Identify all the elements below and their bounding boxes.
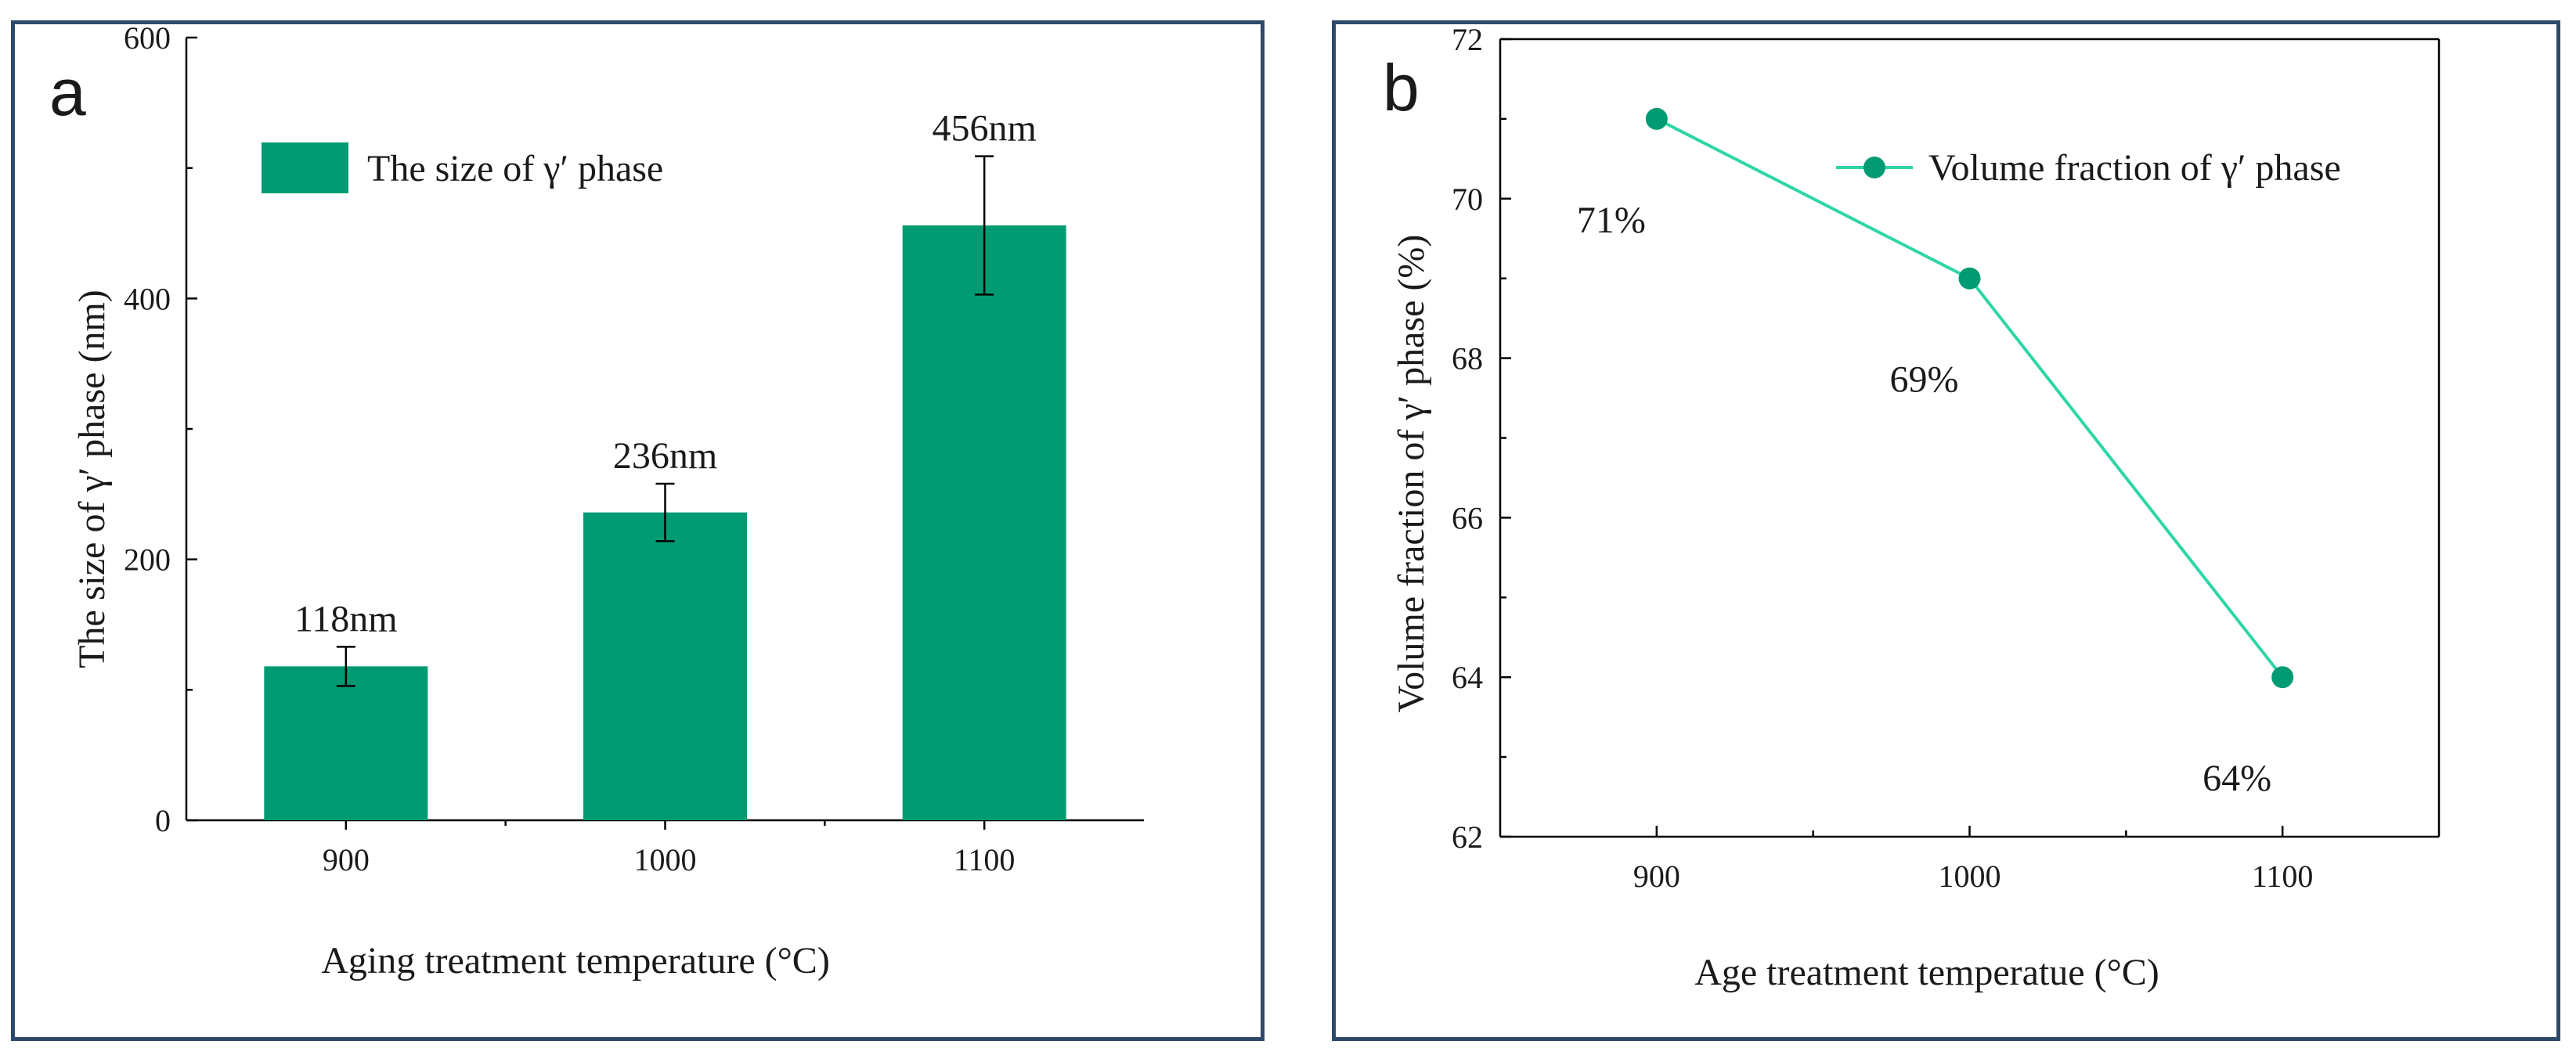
data-labels: 118nm 236nm 456nm <box>294 108 1037 640</box>
bars <box>264 225 1066 820</box>
x-tick-label: 900 <box>1633 859 1680 894</box>
y-tick-label: 68 <box>1452 341 1483 376</box>
data-labels: 71% 69% 64% <box>1577 200 2271 799</box>
error-bars <box>336 155 994 687</box>
tick-labels: 62 64 66 68 70 72 900 1000 1100 <box>1452 22 2313 894</box>
x-tick-label: 1000 <box>634 842 697 877</box>
bar <box>902 225 1066 820</box>
y-tick-label: 200 <box>124 542 171 578</box>
y-tick-label: 72 <box>1452 22 1483 57</box>
axes <box>1499 38 2441 838</box>
x-tick-label: 1000 <box>1939 859 2001 894</box>
data-label: 236nm <box>613 435 717 477</box>
series-line <box>1655 117 2284 679</box>
panel-label: b <box>1383 51 1420 124</box>
y-axis-label: Volume fraction of γ′ phase (%) <box>1391 235 1432 713</box>
legend-swatch <box>262 142 348 193</box>
chart-panel-b: b 71% 69% 64% 62 64 66 68 70 72 900 1000 1100 Volu… <box>1332 20 2560 1041</box>
legend-marker <box>1863 157 1885 178</box>
bar <box>264 666 428 820</box>
data-points <box>1645 107 2294 689</box>
bar <box>583 512 747 820</box>
y-tick-label: 70 <box>1452 182 1483 217</box>
y-tick-label: 0 <box>155 803 171 838</box>
x-tick-label: 1100 <box>2252 859 2314 894</box>
legend-label: Volume fraction of γ′ phase <box>1928 147 2341 189</box>
data-point <box>1958 267 1981 290</box>
x-axis-label: Age treatment temperatue (°C) <box>1694 952 2159 993</box>
y-tick-label: 64 <box>1452 660 1483 695</box>
legend-label: The size of γ′ phase <box>367 148 663 189</box>
y-tick-label: 400 <box>124 281 171 316</box>
data-label: 71% <box>1577 200 1646 241</box>
data-label: 118nm <box>294 598 398 639</box>
y-tick-label: 62 <box>1452 819 1483 855</box>
chart-panel-a: a 118nm 236nm 456nm 0 200 400 600 900 1000 1100 … <box>11 20 1265 1041</box>
y-tick-label: 66 <box>1452 500 1483 535</box>
y-tick-label: 600 <box>124 20 171 56</box>
data-label: 69% <box>1890 359 1959 401</box>
data-label: 64% <box>2203 758 2271 799</box>
data-point <box>2271 666 2294 689</box>
x-axis-label: Aging treatment temperature (°C) <box>321 940 830 982</box>
data-point <box>1645 107 1668 130</box>
series-line <box>1655 117 2284 679</box>
tick-labels: 0 200 400 600 900 1000 1100 <box>124 20 1015 877</box>
panel-label: a <box>49 56 86 129</box>
x-tick-label: 900 <box>323 842 370 877</box>
x-tick-label: 1100 <box>954 842 1016 877</box>
y-axis-label: The size of γ′ phase (nm) <box>71 290 113 668</box>
line-chart-svg: b 71% 69% 64% 62 64 66 68 70 72 900 1000 1100 Volu… <box>1383 22 2441 993</box>
data-label: 456nm <box>932 108 1036 149</box>
